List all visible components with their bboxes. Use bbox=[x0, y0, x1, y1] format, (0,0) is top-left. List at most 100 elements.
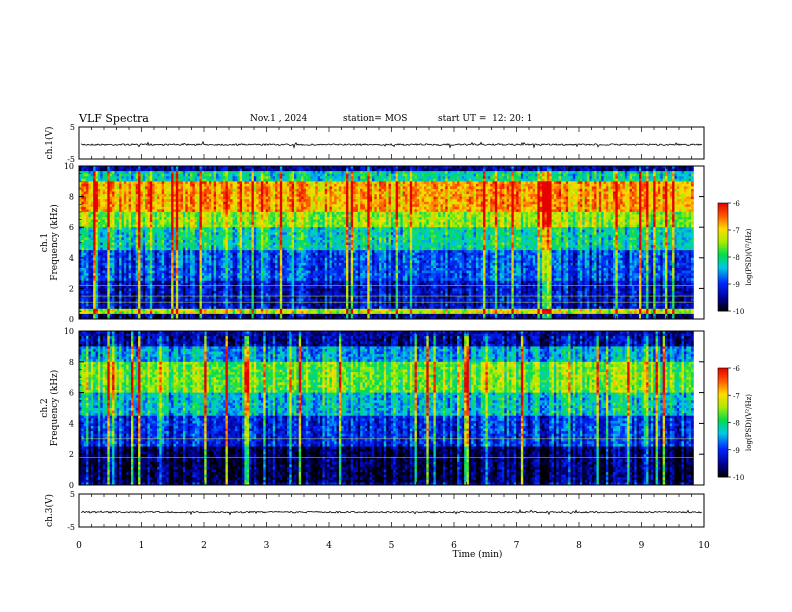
spectrogram-cell bbox=[204, 166, 207, 169]
spectrogram-cell bbox=[173, 257, 177, 261]
spectrogram-cell bbox=[237, 224, 241, 228]
spectrogram-cell bbox=[220, 234, 224, 238]
spectrogram-cell bbox=[95, 166, 99, 169]
spectrogram-cell bbox=[166, 168, 170, 172]
spectrogram-cell bbox=[97, 293, 101, 297]
spectrogram-cell bbox=[126, 211, 130, 215]
spectrogram-cell bbox=[213, 280, 217, 284]
spectrogram-cell bbox=[95, 237, 99, 241]
spectrogram-cell bbox=[197, 239, 200, 243]
spectrogram-cell bbox=[272, 303, 276, 307]
spectrogram-cell bbox=[180, 283, 184, 287]
spectrogram-cell bbox=[223, 250, 226, 254]
spectrogram-cell bbox=[185, 296, 189, 299]
spectrogram-cell bbox=[123, 206, 127, 210]
spectrogram-cell bbox=[230, 178, 233, 182]
spectrogram-cell bbox=[109, 232, 113, 236]
spectrogram-cell bbox=[173, 306, 177, 310]
spectrogram-cell bbox=[86, 270, 89, 274]
spectrogram-cell bbox=[112, 283, 115, 287]
spectrogram-cell bbox=[168, 265, 172, 269]
spectrogram-cell bbox=[100, 288, 104, 292]
spectrogram-cell bbox=[275, 186, 278, 190]
spectrogram-cell bbox=[213, 211, 217, 215]
spectrogram-cell bbox=[213, 166, 217, 169]
spectrogram-cell bbox=[128, 298, 132, 302]
spectrogram-cell bbox=[145, 283, 148, 287]
spectrogram-cell bbox=[145, 227, 148, 231]
spectrogram-cell bbox=[265, 255, 269, 259]
spectrogram-cell bbox=[197, 301, 200, 305]
spectrogram-cell bbox=[263, 194, 267, 197]
spectrogram-cell bbox=[175, 255, 179, 259]
spectrogram-cell bbox=[138, 316, 141, 320]
spectrogram-cell bbox=[97, 268, 101, 271]
spectrogram-cell bbox=[272, 206, 276, 210]
spectrogram-cell bbox=[145, 209, 148, 213]
spectrogram-cell bbox=[154, 219, 158, 223]
spectrogram-cell bbox=[130, 306, 134, 310]
spectrogram-cell bbox=[232, 245, 236, 248]
spectrogram-cell bbox=[100, 313, 104, 317]
spectrogram-cell bbox=[192, 270, 196, 274]
spectrogram-cell bbox=[156, 247, 160, 251]
spectrogram-cell bbox=[156, 204, 160, 208]
spectrogram-cell bbox=[270, 214, 274, 218]
spectrogram-cell bbox=[142, 296, 146, 299]
spectrogram-cell bbox=[237, 278, 241, 282]
spectrogram-cell bbox=[237, 308, 241, 312]
spectrogram-cell bbox=[133, 191, 137, 195]
spectrogram-cell bbox=[251, 308, 255, 312]
spectrogram-cell bbox=[135, 242, 139, 246]
spectrogram-cell bbox=[187, 176, 191, 180]
spectrogram-cell bbox=[190, 293, 193, 297]
spectrogram-cell bbox=[130, 191, 134, 195]
spectrogram-cell bbox=[256, 183, 259, 187]
spectrogram-cell bbox=[97, 247, 101, 251]
spectrogram-cell bbox=[88, 283, 92, 287]
spectrogram-cell bbox=[152, 268, 156, 271]
spectrogram-cell bbox=[149, 222, 153, 226]
spectrogram-cell bbox=[114, 166, 118, 169]
spectrogram-cell bbox=[140, 217, 144, 220]
spectrogram-cell bbox=[190, 245, 193, 248]
spectrogram-cell bbox=[95, 316, 99, 320]
spectrogram-cell bbox=[187, 171, 191, 175]
spectrogram-cell bbox=[128, 217, 132, 220]
spectrogram-cell bbox=[166, 219, 170, 223]
spectrogram-cell bbox=[79, 237, 82, 241]
spectrogram-cell bbox=[225, 171, 229, 175]
spectrogram-cell bbox=[251, 293, 255, 297]
spectrogram-cell bbox=[133, 173, 137, 177]
spectrogram-cell bbox=[178, 191, 182, 195]
spectrogram-cell bbox=[216, 268, 219, 271]
spectrogram-cell bbox=[258, 273, 262, 277]
spectrogram-cell bbox=[130, 214, 134, 218]
spectrogram-cell bbox=[178, 273, 182, 277]
spectrogram-cell bbox=[159, 206, 163, 210]
spectrogram-cell bbox=[275, 171, 278, 175]
spectrogram-cell bbox=[239, 252, 243, 256]
spectrogram-cell bbox=[260, 301, 264, 305]
spectrogram-cell bbox=[216, 222, 219, 226]
spectrogram-cell bbox=[168, 178, 172, 182]
spectrogram-cell bbox=[90, 308, 94, 312]
spectrogram-cell bbox=[79, 311, 82, 315]
spectrogram-cell bbox=[223, 171, 226, 175]
spectrogram-cell bbox=[168, 242, 172, 246]
spectrogram-cell bbox=[185, 303, 189, 307]
spectrogram-cell bbox=[123, 201, 127, 205]
spectrogram-cell bbox=[121, 214, 125, 218]
spectrogram-cell bbox=[216, 217, 219, 220]
spectrogram-cell bbox=[173, 166, 177, 169]
spectrogram-cell bbox=[270, 194, 274, 197]
spectrogram-cell bbox=[208, 232, 212, 236]
spectrogram-cell bbox=[121, 280, 125, 284]
spectrogram-cell bbox=[197, 250, 200, 254]
spectrogram-cell bbox=[242, 316, 245, 320]
spectrogram-cell bbox=[123, 285, 127, 289]
spectrogram-cell bbox=[140, 201, 144, 205]
spectrogram-cell bbox=[112, 288, 115, 292]
spectrogram-cell bbox=[199, 316, 203, 320]
spectrogram-cell bbox=[116, 247, 120, 251]
